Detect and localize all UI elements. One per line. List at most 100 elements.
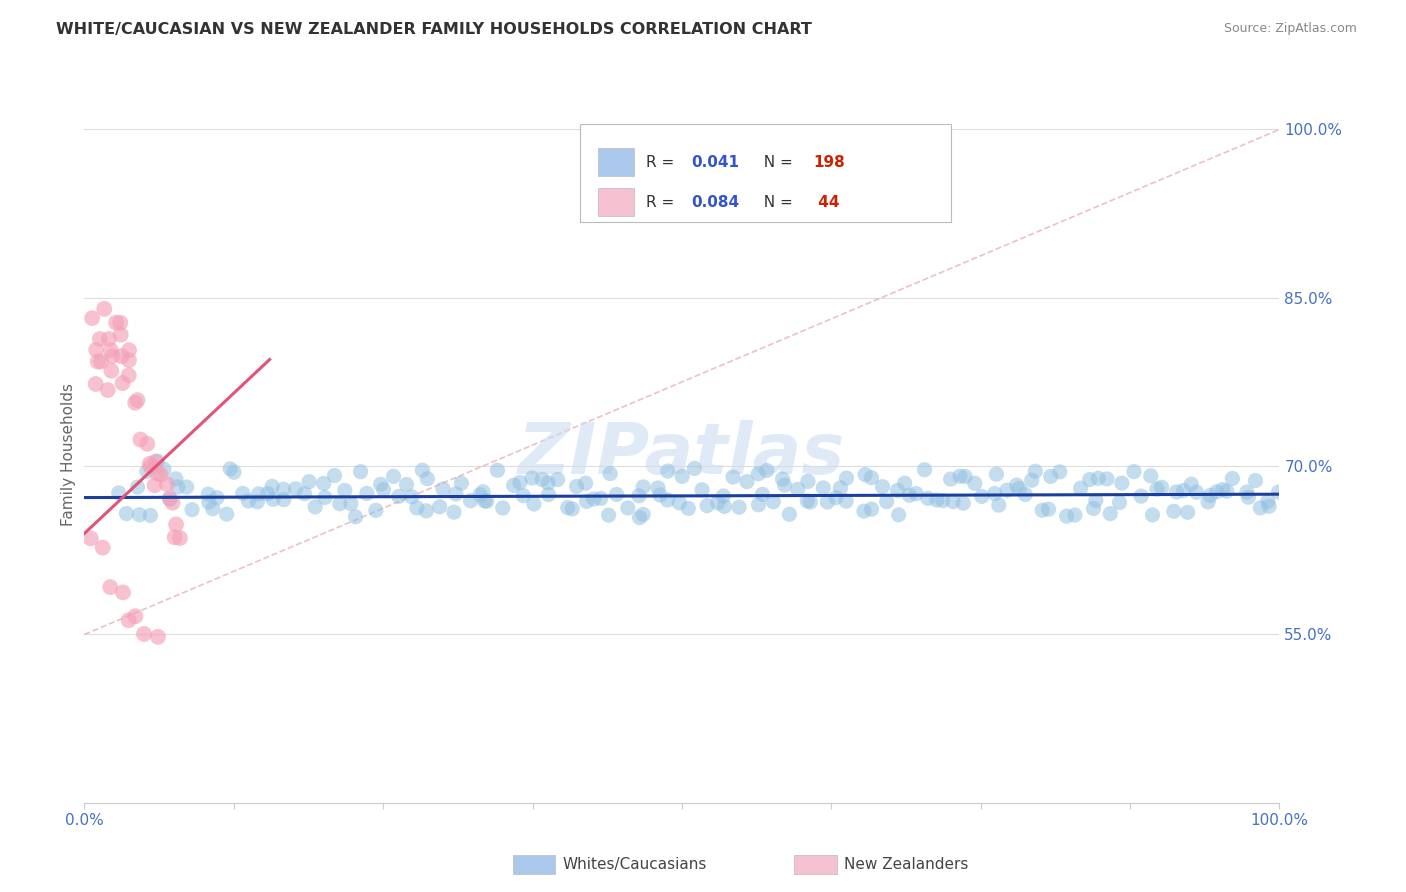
- Point: [755, 463, 778, 477]
- Point: [721, 470, 744, 484]
- Point: [796, 494, 818, 508]
- Point: [1146, 482, 1168, 496]
- Point: [1236, 485, 1258, 500]
- Point: [537, 487, 560, 501]
- Point: [128, 508, 150, 522]
- Point: [949, 469, 972, 483]
- Point: [1237, 490, 1260, 504]
- Point: [98, 580, 121, 594]
- Point: [1083, 501, 1105, 516]
- Point: [523, 497, 546, 511]
- Point: [181, 502, 204, 516]
- Point: [853, 467, 876, 482]
- Point: [986, 467, 1008, 482]
- Point: [797, 475, 820, 489]
- Point: [139, 459, 162, 474]
- Point: [197, 495, 219, 509]
- Text: N =: N =: [754, 194, 797, 210]
- Point: [631, 508, 654, 522]
- Point: [475, 494, 498, 508]
- Point: [118, 613, 141, 627]
- Point: [631, 480, 654, 494]
- Point: [215, 507, 238, 521]
- Point: [1139, 468, 1161, 483]
- Point: [835, 471, 858, 485]
- Point: [561, 501, 583, 516]
- Point: [1257, 494, 1279, 508]
- Point: [1173, 483, 1195, 498]
- Point: [860, 471, 883, 485]
- Text: 0.041: 0.041: [692, 155, 740, 169]
- Point: [799, 495, 821, 509]
- Point: [627, 489, 650, 503]
- Point: [713, 500, 735, 514]
- Point: [1031, 503, 1053, 517]
- Point: [166, 480, 188, 494]
- Point: [333, 483, 356, 498]
- Point: [370, 477, 392, 491]
- Point: [887, 508, 910, 522]
- Point: [1087, 471, 1109, 485]
- Point: [82, 311, 104, 326]
- Point: [153, 462, 176, 476]
- Point: [598, 508, 620, 523]
- Point: [1205, 484, 1227, 499]
- Point: [450, 476, 472, 491]
- Point: [876, 494, 898, 508]
- Text: N =: N =: [754, 155, 797, 169]
- Point: [93, 301, 115, 316]
- FancyBboxPatch shape: [581, 124, 950, 222]
- Point: [118, 343, 141, 358]
- Point: [557, 500, 579, 515]
- Point: [778, 508, 800, 522]
- Point: [1123, 465, 1146, 479]
- Point: [222, 465, 245, 479]
- Point: [815, 495, 838, 509]
- Point: [628, 510, 651, 524]
- Point: [124, 609, 146, 624]
- Point: [648, 488, 671, 502]
- Point: [1249, 500, 1271, 515]
- Point: [617, 500, 640, 515]
- Point: [786, 483, 808, 497]
- Point: [84, 376, 107, 391]
- Y-axis label: Family Households: Family Households: [60, 384, 76, 526]
- Point: [118, 368, 141, 383]
- Point: [1049, 465, 1071, 479]
- Point: [382, 469, 405, 483]
- Point: [1108, 495, 1130, 509]
- Point: [1177, 505, 1199, 519]
- Point: [565, 479, 588, 493]
- Point: [707, 496, 730, 510]
- Point: [139, 508, 162, 523]
- Point: [830, 481, 852, 495]
- Point: [984, 486, 1007, 500]
- Point: [813, 481, 835, 495]
- Point: [917, 491, 939, 506]
- Point: [460, 493, 482, 508]
- Point: [547, 473, 569, 487]
- Point: [599, 467, 621, 481]
- Point: [323, 468, 346, 483]
- Point: [575, 494, 598, 508]
- Point: [90, 354, 112, 368]
- Point: [690, 483, 713, 497]
- Point: [415, 504, 437, 518]
- Point: [294, 487, 316, 501]
- Point: [953, 469, 976, 483]
- Text: ZIPatlas: ZIPatlas: [519, 420, 845, 490]
- Point: [1216, 484, 1239, 499]
- Point: [129, 433, 152, 447]
- Point: [163, 530, 186, 544]
- Point: [772, 472, 794, 486]
- Point: [1166, 484, 1188, 499]
- Text: Source: ZipAtlas.com: Source: ZipAtlas.com: [1223, 22, 1357, 36]
- Point: [671, 469, 693, 483]
- Point: [537, 475, 560, 490]
- Point: [84, 343, 107, 357]
- Point: [1084, 493, 1107, 508]
- Point: [472, 484, 495, 499]
- Point: [314, 491, 336, 505]
- Text: Whites/Caucasians: Whites/Caucasians: [562, 857, 707, 871]
- Point: [1024, 464, 1046, 478]
